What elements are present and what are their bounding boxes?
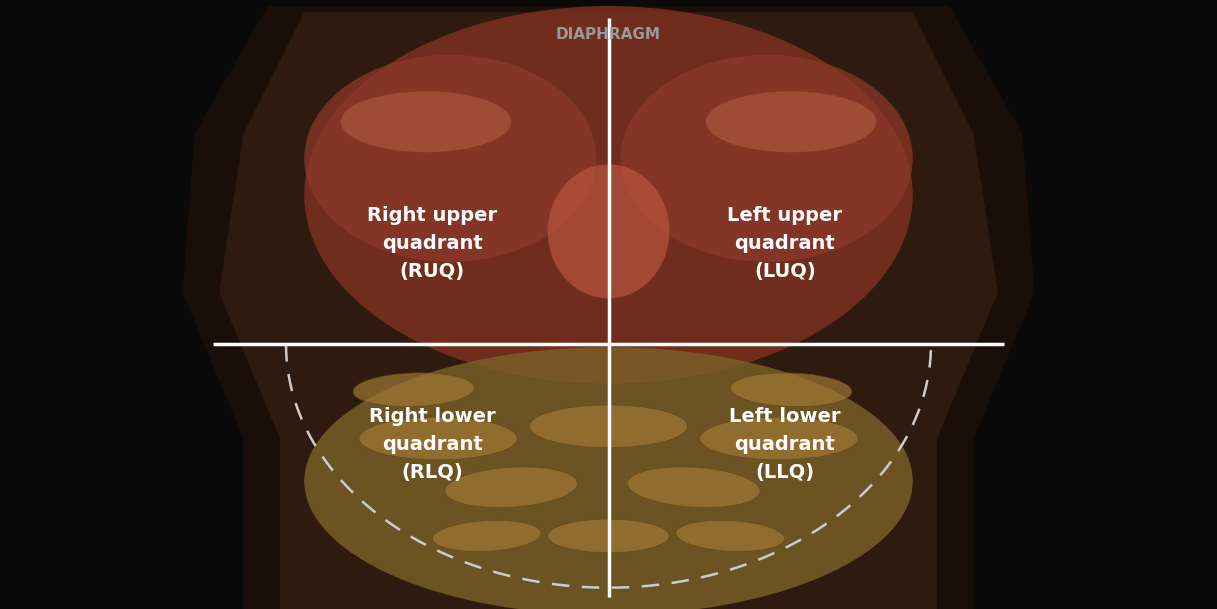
Ellipse shape (706, 91, 876, 152)
Ellipse shape (304, 55, 596, 262)
Ellipse shape (445, 467, 577, 507)
Ellipse shape (341, 91, 511, 152)
Ellipse shape (548, 519, 669, 553)
Ellipse shape (304, 347, 913, 609)
Ellipse shape (529, 405, 688, 448)
Text: Right upper
quadrant
(RUQ): Right upper quadrant (RUQ) (368, 206, 497, 281)
Ellipse shape (628, 467, 759, 507)
Ellipse shape (730, 373, 852, 407)
Ellipse shape (675, 520, 785, 552)
Ellipse shape (359, 417, 517, 460)
Ellipse shape (700, 417, 858, 460)
Text: Left lower
quadrant
(LLQ): Left lower quadrant (LLQ) (729, 407, 841, 482)
Ellipse shape (304, 6, 913, 384)
Ellipse shape (353, 373, 475, 407)
Text: Left upper
quadrant
(LUQ): Left upper quadrant (LUQ) (728, 206, 842, 281)
Ellipse shape (621, 55, 913, 262)
Ellipse shape (548, 164, 669, 298)
Polygon shape (183, 6, 1034, 609)
Ellipse shape (432, 520, 542, 552)
Text: DIAPHRAGM: DIAPHRAGM (556, 27, 661, 43)
Text: Right lower
quadrant
(RLQ): Right lower quadrant (RLQ) (369, 407, 495, 482)
Polygon shape (219, 12, 998, 609)
